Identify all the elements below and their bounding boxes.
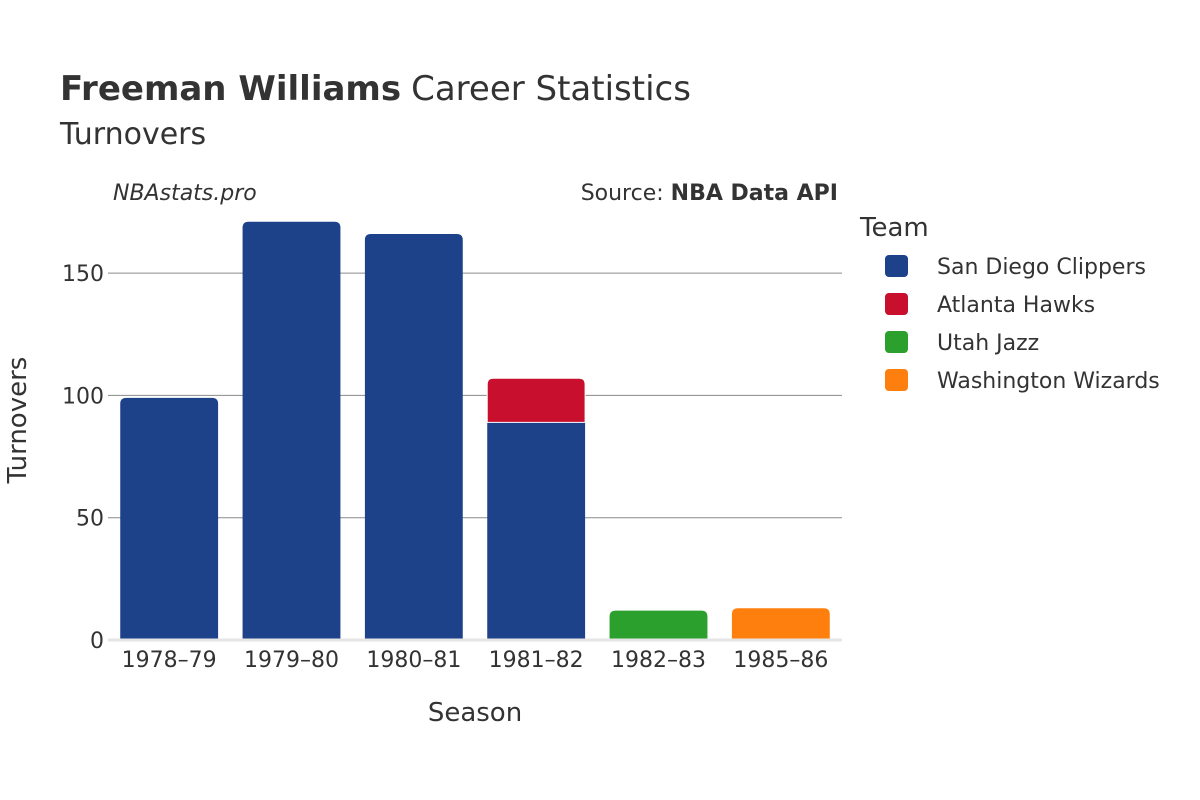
x-tick-label-1979-80: 1979–80 bbox=[244, 648, 339, 673]
y-tick-label-150: 150 bbox=[62, 262, 104, 287]
x-tick-label-1985-86: 1985–86 bbox=[733, 648, 828, 673]
y-tick-label-0: 0 bbox=[90, 629, 104, 654]
legend-swatch-san-diego-clippers bbox=[885, 255, 908, 277]
legend-label-washington-wizards: Washington Wizards bbox=[937, 369, 1160, 394]
legend-label-utah-jazz: Utah Jazz bbox=[937, 331, 1039, 356]
chart-title-player: Freeman Williams bbox=[60, 69, 401, 109]
credit-site: NBAstats.pro bbox=[113, 181, 257, 206]
credit-source: Source: NBA Data API bbox=[581, 181, 838, 206]
bar-atlanta-hawks-1981-82 bbox=[486, 377, 586, 423]
grid-lines bbox=[108, 272, 842, 519]
chart-title-rest: Career Statistics bbox=[411, 69, 691, 109]
bars bbox=[120, 221, 830, 641]
y-tick-label-50: 50 bbox=[76, 507, 104, 532]
bar-san-diego-clippers-1979-80 bbox=[242, 221, 341, 641]
x-tick-label-1981-82: 1981–82 bbox=[489, 648, 584, 673]
y-tick-labels: 0 50 100 150 bbox=[62, 262, 104, 654]
chart-subtitle: Turnovers bbox=[59, 117, 206, 152]
legend-swatch-washington-wizards bbox=[885, 369, 908, 391]
bar-san-diego-clippers-1978-79 bbox=[120, 397, 219, 640]
credit-source-prefix: Source: bbox=[581, 181, 671, 206]
legend-label-atlanta-hawks: Atlanta Hawks bbox=[937, 293, 1095, 318]
x-tick-label-1982-83: 1982–83 bbox=[611, 648, 706, 673]
legend: San Diego Clippers Atlanta Hawks Utah Jazz… bbox=[885, 255, 1160, 394]
chart-title: Freeman Williams Career Statistics bbox=[60, 69, 691, 109]
bar-san-diego-clippers-1980-81 bbox=[364, 234, 463, 641]
legend-label-san-diego-clippers: San Diego Clippers bbox=[937, 255, 1146, 280]
legend-swatch-utah-jazz bbox=[885, 331, 908, 353]
credit-source-name: NBA Data API bbox=[671, 181, 838, 206]
bar-san-diego-clippers-1981-82 bbox=[487, 422, 586, 640]
y-tick-label-100: 100 bbox=[62, 384, 104, 409]
bar-washington-wizards-1985-86 bbox=[731, 608, 830, 640]
y-axis-title: Turnovers bbox=[3, 357, 33, 485]
x-tick-labels: 1978–79 1979–80 1980–81 1981–82 1982–83 1985–… bbox=[122, 648, 829, 673]
x-tick-label-1980-81: 1980–81 bbox=[366, 648, 461, 673]
legend-title: Team bbox=[859, 213, 929, 243]
bar-utah-jazz-1982-83 bbox=[609, 610, 708, 640]
x-axis-title: Season bbox=[428, 698, 522, 728]
x-tick-label-1978-79: 1978–79 bbox=[122, 648, 217, 673]
legend-swatch-atlanta-hawks bbox=[885, 293, 908, 315]
